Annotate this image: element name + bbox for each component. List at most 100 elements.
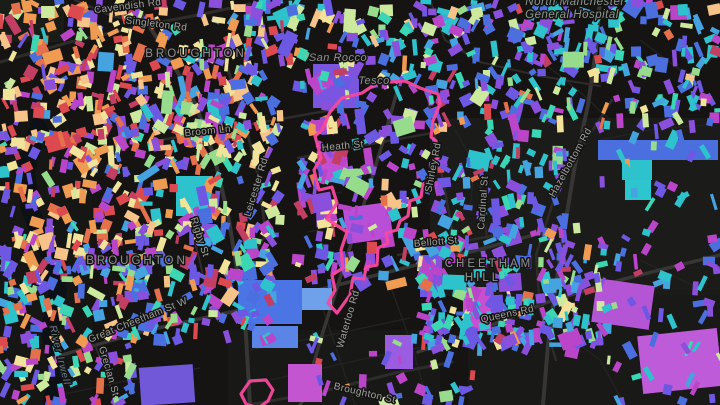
building xyxy=(188,264,198,273)
building xyxy=(657,308,664,323)
building xyxy=(3,358,13,369)
building xyxy=(182,221,193,228)
building xyxy=(163,275,171,288)
building xyxy=(160,90,174,115)
building xyxy=(428,95,434,105)
building xyxy=(652,277,666,288)
building xyxy=(100,371,113,378)
building xyxy=(240,315,250,331)
building xyxy=(10,2,22,15)
building xyxy=(467,287,475,302)
building xyxy=(250,310,260,318)
building xyxy=(423,47,434,56)
building xyxy=(526,51,534,63)
building xyxy=(575,98,586,114)
building xyxy=(108,5,114,23)
building xyxy=(514,50,523,61)
building xyxy=(164,315,176,330)
building xyxy=(567,86,578,97)
building xyxy=(615,148,627,165)
building xyxy=(70,220,79,232)
building xyxy=(633,268,643,278)
building xyxy=(366,241,377,254)
building xyxy=(122,126,132,137)
building xyxy=(547,117,557,125)
building xyxy=(211,64,220,80)
building xyxy=(406,142,417,156)
building xyxy=(646,219,659,234)
building xyxy=(587,24,599,32)
building xyxy=(86,286,106,302)
building xyxy=(552,85,562,96)
building xyxy=(180,197,193,215)
building xyxy=(276,30,299,58)
building xyxy=(534,166,544,179)
building xyxy=(563,37,570,55)
building xyxy=(484,280,492,297)
building xyxy=(450,381,461,394)
building xyxy=(631,0,644,7)
building xyxy=(332,10,342,24)
building xyxy=(169,183,178,193)
building xyxy=(98,299,108,308)
building xyxy=(507,193,517,209)
building xyxy=(502,226,510,234)
building xyxy=(483,103,492,121)
building xyxy=(41,48,64,66)
building xyxy=(354,48,365,58)
building xyxy=(59,368,69,383)
building xyxy=(419,278,434,292)
building xyxy=(491,245,507,261)
building xyxy=(685,149,697,163)
building xyxy=(263,171,273,187)
building xyxy=(473,47,481,62)
building xyxy=(596,301,605,311)
building xyxy=(526,148,537,158)
building xyxy=(43,297,53,311)
building xyxy=(155,236,167,253)
building xyxy=(88,219,98,234)
building xyxy=(649,331,659,348)
building xyxy=(630,187,638,198)
building xyxy=(511,343,520,352)
building xyxy=(227,17,240,32)
building xyxy=(114,327,129,339)
building xyxy=(528,329,535,346)
building xyxy=(307,151,319,163)
building xyxy=(127,220,137,231)
building xyxy=(237,307,249,319)
building xyxy=(89,264,94,279)
building xyxy=(26,172,33,185)
building xyxy=(490,99,499,110)
building xyxy=(79,255,88,272)
building xyxy=(176,93,186,107)
building xyxy=(503,101,510,114)
building xyxy=(628,130,640,145)
building xyxy=(103,319,119,330)
building xyxy=(641,305,652,321)
building xyxy=(327,279,332,289)
building xyxy=(508,223,520,240)
building xyxy=(572,222,581,234)
building xyxy=(599,176,605,188)
building xyxy=(538,235,549,243)
building xyxy=(644,197,656,212)
building xyxy=(544,227,557,240)
building xyxy=(346,57,356,68)
building xyxy=(17,33,29,49)
building xyxy=(67,3,85,21)
building xyxy=(103,186,113,201)
building xyxy=(260,201,273,210)
building xyxy=(134,186,152,203)
building xyxy=(449,306,457,315)
building xyxy=(2,88,15,101)
building xyxy=(122,332,137,340)
building xyxy=(29,215,45,230)
building xyxy=(574,284,584,302)
building xyxy=(599,117,606,130)
building xyxy=(481,187,492,202)
building xyxy=(30,284,39,295)
building xyxy=(644,1,659,20)
